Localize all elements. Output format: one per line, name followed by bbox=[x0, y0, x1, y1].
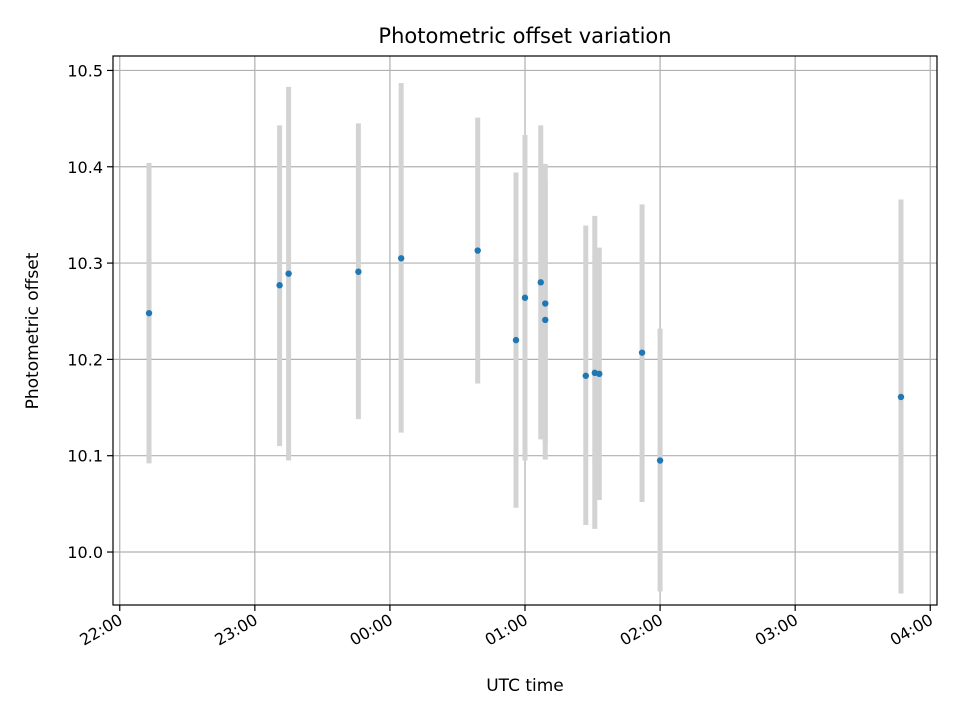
data-points bbox=[145, 247, 905, 464]
data-point bbox=[656, 457, 664, 464]
y-tick-label: 10.4 bbox=[67, 158, 103, 177]
chart-title: Photometric offset variation bbox=[378, 24, 671, 48]
y-tick-label: 10.5 bbox=[67, 61, 103, 80]
y-tick-label: 10.3 bbox=[67, 254, 103, 273]
data-point bbox=[542, 300, 549, 307]
data-point bbox=[596, 370, 603, 378]
data-point bbox=[397, 255, 405, 262]
data-point bbox=[512, 336, 520, 344]
data-point bbox=[521, 294, 529, 301]
data-point bbox=[474, 247, 481, 254]
x-axis-label: UTC time bbox=[486, 676, 564, 696]
data-point bbox=[355, 268, 362, 275]
y-axis-label: Photometric offset bbox=[23, 252, 43, 409]
data-point bbox=[537, 279, 544, 286]
data-point bbox=[285, 270, 292, 277]
data-point bbox=[582, 372, 589, 379]
y-tick-label: 10.1 bbox=[67, 447, 103, 466]
y-tick-label: 10.0 bbox=[67, 543, 103, 562]
data-point bbox=[145, 309, 153, 317]
data-point bbox=[897, 393, 905, 401]
data-point bbox=[638, 349, 646, 356]
y-axis: 10.0 10.1 10.2 10.3 10.4 10.5 bbox=[67, 61, 113, 562]
data-point bbox=[542, 316, 549, 324]
data-point bbox=[276, 282, 283, 289]
y-tick-label: 10.2 bbox=[67, 350, 103, 369]
